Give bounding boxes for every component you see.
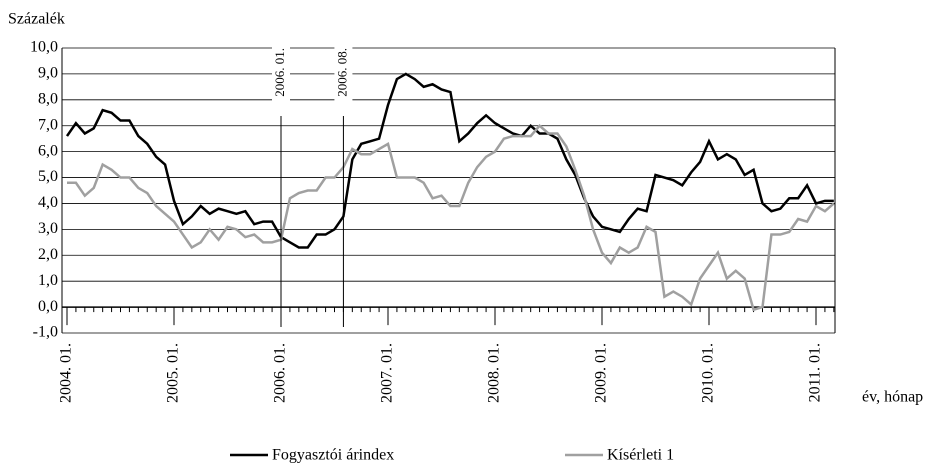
y-tick-label: 7,0 — [38, 116, 58, 133]
series-line — [67, 123, 835, 312]
series-line — [65, 72, 834, 249]
y-tick-label: 0,0 — [38, 298, 58, 315]
legend-label: Kísérleti 1 — [607, 447, 674, 464]
y-tick-label: 3,0 — [38, 220, 58, 237]
y-tick-label: 4,0 — [38, 194, 58, 211]
x-tick-label: 2005. 01. — [165, 343, 182, 403]
annotation-bg — [334, 44, 353, 116]
y-tick-label: 8,0 — [38, 90, 58, 107]
y-tick-label: 10,0 — [30, 39, 58, 56]
x-tick-label: 2004. 01. — [58, 343, 75, 403]
y-tick-label: 9,0 — [38, 65, 58, 82]
legend-label: Fogyasztói árindex — [272, 447, 394, 464]
y-tick-label: -1,0 — [33, 324, 58, 341]
x-tick-label: 2011. 01. — [807, 343, 824, 402]
annotation-bg — [272, 44, 290, 116]
x-tick-label: 2008. 01. — [486, 343, 503, 403]
y-tick-label: 1,0 — [38, 272, 58, 289]
x-tick-label: 2009. 01. — [593, 343, 610, 403]
x-tick-label: 2010. 01. — [700, 343, 717, 403]
x-tick-label: 2006. 01. — [272, 343, 289, 403]
y-tick-label: 2,0 — [38, 246, 58, 263]
annotation-label: 2006. 01. — [272, 48, 287, 97]
chart-title: Százalék — [8, 11, 65, 28]
y-tick-label: 6,0 — [38, 142, 58, 159]
x-tick-label: 2007. 01. — [379, 343, 396, 403]
annotation-label: 2006. 08. — [334, 48, 349, 97]
x-axis-label: év, hónap — [862, 389, 923, 406]
y-tick-label: 5,0 — [38, 168, 58, 185]
